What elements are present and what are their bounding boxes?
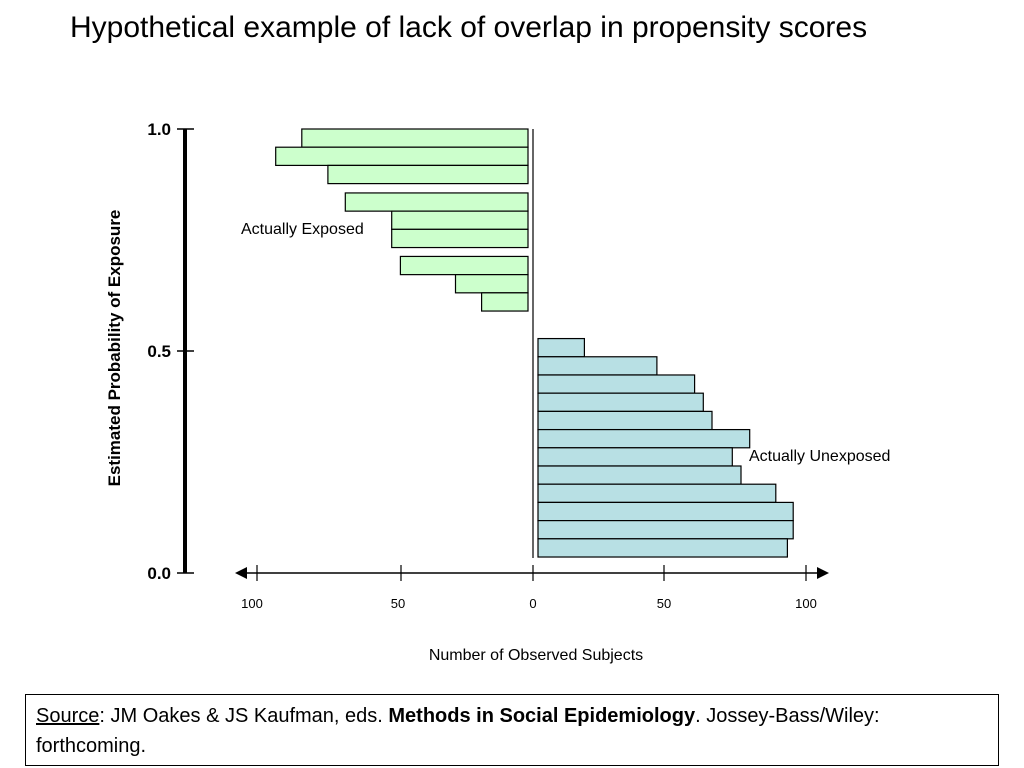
x-tick-label: 100 bbox=[241, 596, 263, 611]
source-citation: Source: JM Oakes & JS Kaufman, eds. Meth… bbox=[25, 694, 999, 766]
y-tick-label: 0.5 bbox=[147, 342, 171, 361]
bar-exposed bbox=[275, 146, 529, 167]
source-publisher: . Jossey-Bass/Wiley: forthcoming. bbox=[36, 705, 880, 757]
bar-unexposed bbox=[537, 374, 696, 394]
bar-exposed bbox=[327, 164, 529, 185]
label-actually-unexposed: Actually Unexposed bbox=[749, 448, 890, 465]
bar-exposed bbox=[344, 192, 529, 212]
y-tick-label: 1.0 bbox=[147, 120, 171, 139]
x-tick-label: 0 bbox=[529, 596, 536, 611]
bar-unexposed bbox=[537, 483, 777, 504]
bar-unexposed bbox=[537, 520, 794, 540]
y-axis-label: Estimated Probability of Exposure bbox=[105, 210, 124, 487]
bar-exposed bbox=[391, 210, 529, 230]
x-tick-label: 100 bbox=[795, 596, 817, 611]
x-tick-label: 50 bbox=[657, 596, 671, 611]
bar-unexposed bbox=[537, 410, 713, 431]
bar-exposed bbox=[391, 228, 529, 249]
chart-labels: Actually Exposed Actually Unexposed bbox=[241, 221, 890, 465]
label-actually-exposed: Actually Exposed bbox=[241, 221, 364, 238]
bar-unexposed bbox=[537, 428, 751, 449]
x-axis-label: Number of Observed Subjects bbox=[429, 647, 643, 664]
y-tick-label: 0.0 bbox=[147, 564, 171, 583]
x-axis-arrow-right bbox=[817, 567, 829, 579]
bar-unexposed bbox=[537, 392, 704, 412]
bar-unexposed bbox=[537, 538, 788, 558]
source-label: Source bbox=[36, 705, 100, 727]
bar-exposed bbox=[301, 128, 529, 148]
bar-unexposed bbox=[537, 465, 742, 485]
bar-unexposed bbox=[537, 447, 733, 467]
bar-exposed bbox=[481, 292, 529, 312]
source-book-title: Methods in Social Epidemiology bbox=[388, 705, 696, 727]
x-axis-arrow-left bbox=[235, 567, 247, 579]
source-authors: JM Oakes & JS Kaufman, eds. bbox=[110, 705, 389, 727]
bar-unexposed bbox=[537, 356, 658, 376]
bar-unexposed bbox=[537, 501, 794, 522]
propensity-chart: 0.0 0.5 1.0 Estimated Probability of Exposu… bbox=[105, 120, 890, 664]
chart-axes: 0.0 0.5 1.0 Estimated Probability of Exposu… bbox=[105, 120, 829, 664]
bar-exposed bbox=[454, 274, 529, 294]
source-colon: : bbox=[99, 705, 111, 727]
bar-exposed bbox=[399, 255, 529, 276]
bar-unexposed bbox=[537, 337, 586, 358]
slide-title: Hypothetical example of lack of overlap … bbox=[70, 11, 868, 44]
x-tick-label: 50 bbox=[391, 596, 405, 611]
chart-bars bbox=[275, 128, 794, 558]
